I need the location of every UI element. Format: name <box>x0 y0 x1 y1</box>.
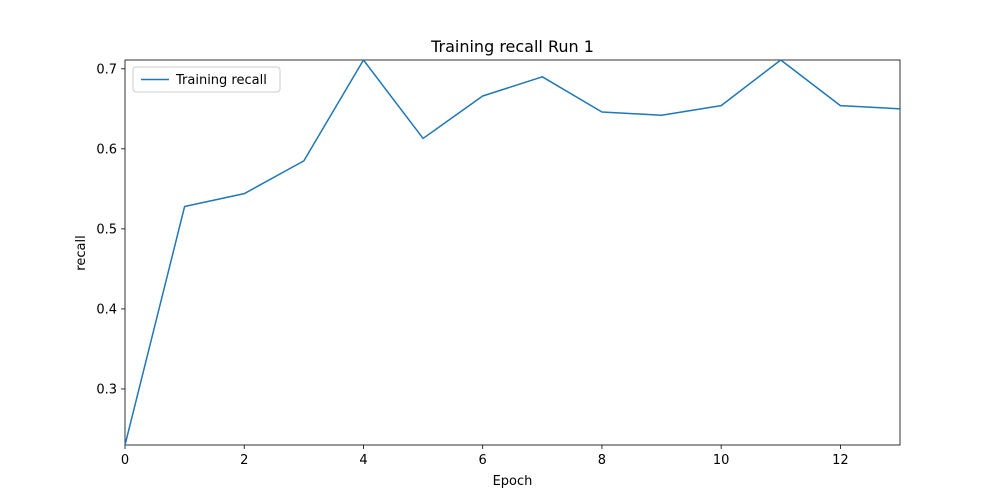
legend: Training recall <box>132 66 281 93</box>
data-point <box>124 444 127 447</box>
y-tick-label: 0.3 <box>96 382 117 397</box>
data-point <box>899 107 902 110</box>
chart-title: Training recall Run 1 <box>430 37 594 56</box>
data-point <box>422 137 425 140</box>
x-tick-label: 12 <box>832 453 849 468</box>
data-point <box>183 205 186 208</box>
series-line <box>124 59 901 446</box>
y-tick-label: 0.7 <box>96 62 117 77</box>
x-axis-label: Epoch <box>493 474 533 489</box>
data-point <box>779 59 782 62</box>
x-tick-label: 2 <box>240 453 248 468</box>
plot-area: 0 2 4 6 8 10 12 0.3 0.4 0.5 0.6 0.7 <box>96 59 902 468</box>
y-tick-label: 0.5 <box>96 222 117 237</box>
x-tick-label: 0 <box>121 453 129 468</box>
x-tick-label: 6 <box>479 453 487 468</box>
y-tick-label: 0.6 <box>96 142 117 157</box>
y-axis-label: recall <box>74 235 89 270</box>
data-point <box>302 159 305 162</box>
data-point <box>541 75 544 78</box>
data-point <box>481 95 484 98</box>
y-tick-label: 0.4 <box>96 302 117 317</box>
plot-frame <box>124 59 901 446</box>
data-point <box>600 111 603 114</box>
legend-label: Training recall <box>175 73 267 88</box>
data-point <box>243 192 246 195</box>
legend-box <box>132 66 281 93</box>
x-tick-label: 10 <box>713 453 730 468</box>
x-tick-label: 4 <box>359 453 367 468</box>
data-point <box>362 59 365 62</box>
data-point <box>839 104 842 107</box>
x-tick-label: 8 <box>598 453 606 468</box>
data-point <box>720 104 723 107</box>
data-point <box>660 114 663 117</box>
